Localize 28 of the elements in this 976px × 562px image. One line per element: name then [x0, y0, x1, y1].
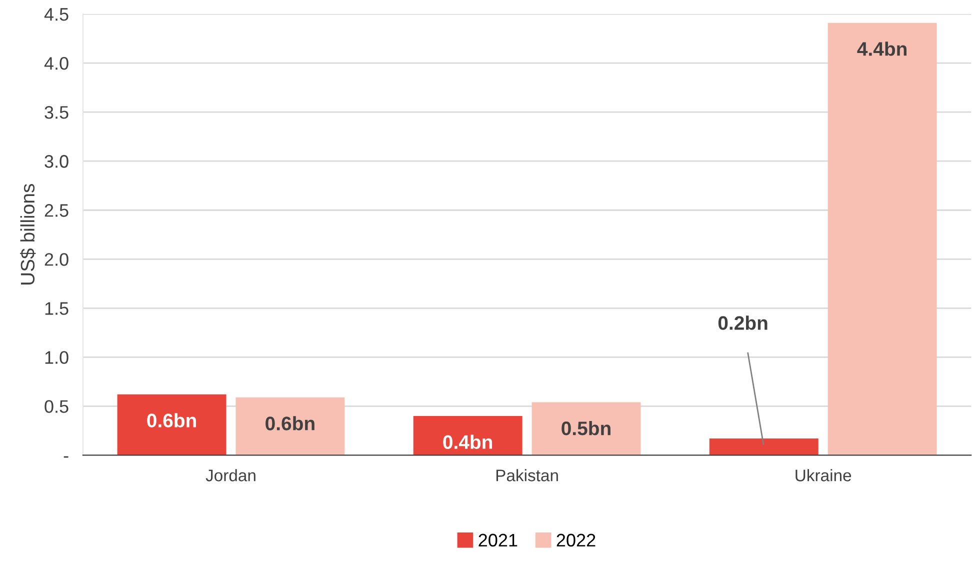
y-tick-label: 1.5	[45, 302, 68, 315]
x-tick-label: Ukraine	[796, 469, 852, 482]
data-label: 4.4bn	[857, 42, 906, 56]
x-tick-label: Jordan	[206, 469, 256, 482]
bar	[828, 22, 937, 456]
bar	[236, 397, 345, 456]
y-axis-title: US$ billions	[20, 184, 36, 284]
y-tick-label: 3.5	[44, 106, 68, 119]
y-tick-label: -	[64, 456, 68, 458]
y-tick-label: 0.5	[44, 400, 68, 413]
y-tick-label: 2.0	[44, 253, 68, 266]
bar	[709, 438, 818, 456]
bar	[413, 416, 522, 456]
data-label: 0.6bn	[266, 416, 314, 430]
data-label: 0.5bn	[562, 420, 610, 436]
data-label: 0.6bn	[147, 413, 196, 428]
legend-label: 2022	[556, 534, 596, 547]
bar	[532, 402, 641, 456]
y-tick-label: 2.5	[44, 204, 68, 217]
y-tick-label: 4.5	[44, 8, 68, 21]
y-tick-label: 3.0	[44, 155, 68, 168]
y-tick-label: 4.0	[44, 57, 68, 70]
data-label: 0.4bn	[443, 434, 492, 449]
x-tick-label: Pakistan	[496, 469, 558, 482]
y-tick-label: 1.0	[45, 351, 68, 364]
legend-label: 2021	[478, 534, 518, 547]
data-label: 0.2bn	[718, 316, 768, 330]
bar	[117, 394, 226, 456]
